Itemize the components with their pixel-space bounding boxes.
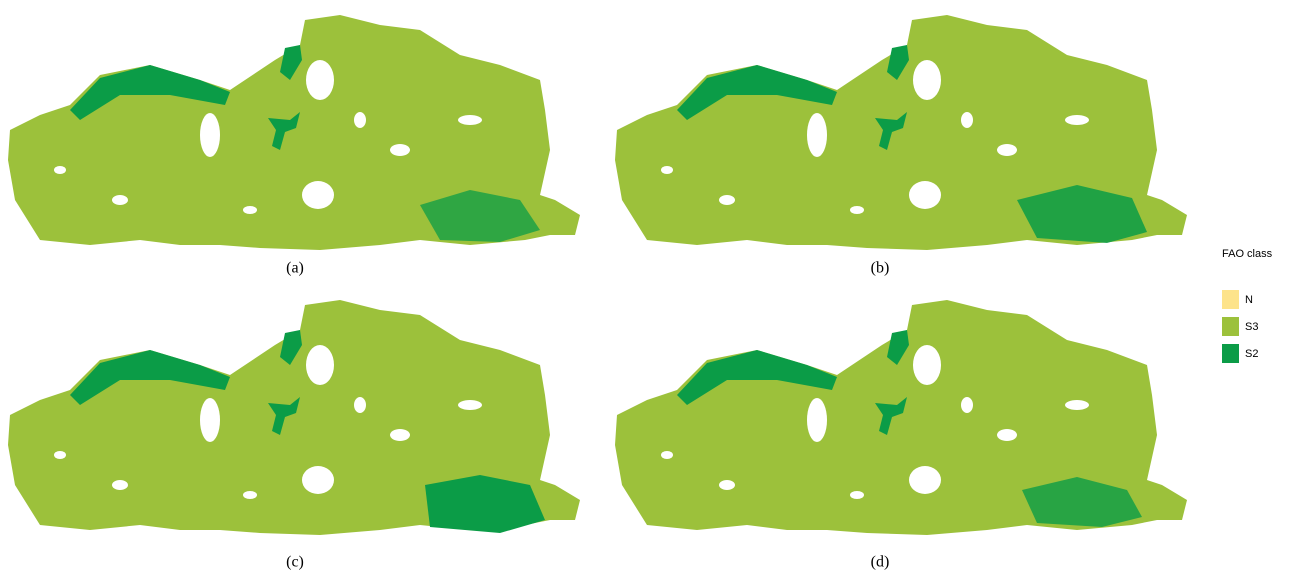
legend: N S3 S2 <box>1222 290 1258 363</box>
panel-label: (d) <box>871 554 890 571</box>
legend-label: S2 <box>1245 348 1258 360</box>
legend-swatch <box>1222 317 1239 336</box>
map-panel <box>615 300 1187 535</box>
panel-label: (c) <box>286 554 304 571</box>
legend-label: S3 <box>1245 321 1258 333</box>
legend-swatch <box>1222 344 1239 363</box>
figure: (a) (b) (c) (d) FAO class N S3 S2 <box>0 0 1294 577</box>
panel-label: (a) <box>286 260 304 277</box>
map-panel <box>8 300 580 535</box>
panel-label: (b) <box>871 260 890 277</box>
legend-title: FAO class <box>1222 248 1273 260</box>
map-panel <box>615 15 1187 250</box>
legend-label: N <box>1245 294 1253 306</box>
map-panel <box>8 15 580 250</box>
legend-swatch <box>1222 290 1239 309</box>
